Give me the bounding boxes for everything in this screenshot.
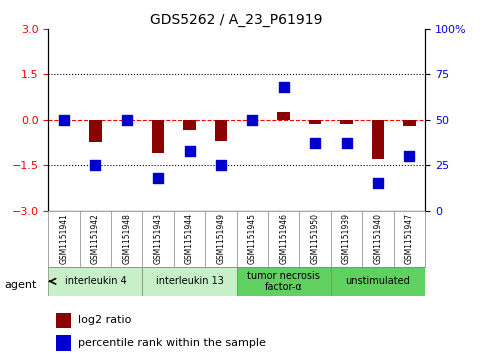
- Bar: [403, 120, 416, 126]
- Bar: [372, 120, 384, 159]
- Text: GSM1151943: GSM1151943: [154, 213, 163, 264]
- Bar: [56, 335, 71, 351]
- Text: percentile rank within the sample: percentile rank within the sample: [78, 338, 266, 348]
- Point: [312, 140, 319, 146]
- Text: agent: agent: [5, 280, 37, 290]
- Bar: [277, 112, 290, 120]
- Bar: [214, 120, 227, 141]
- Text: log2 ratio: log2 ratio: [78, 315, 132, 325]
- Point: [155, 175, 162, 181]
- Point: [343, 140, 351, 146]
- FancyBboxPatch shape: [237, 267, 331, 296]
- Text: GSM1151947: GSM1151947: [405, 213, 414, 264]
- Text: GSM1151941: GSM1151941: [59, 213, 69, 264]
- Text: GSM1151940: GSM1151940: [373, 213, 383, 264]
- Text: GSM1151939: GSM1151939: [342, 213, 351, 264]
- Point: [406, 153, 413, 159]
- Bar: [152, 120, 164, 153]
- Bar: [89, 120, 102, 143]
- Point: [60, 117, 68, 123]
- FancyBboxPatch shape: [331, 267, 425, 296]
- Point: [123, 117, 131, 123]
- Bar: [56, 313, 71, 328]
- Text: GSM1151948: GSM1151948: [122, 213, 131, 264]
- Text: tumor necrosis
factor-α: tumor necrosis factor-α: [247, 270, 320, 292]
- Bar: [184, 120, 196, 130]
- Point: [186, 148, 194, 154]
- Point: [249, 117, 256, 123]
- Text: interleukin 4: interleukin 4: [65, 276, 126, 286]
- Point: [374, 180, 382, 186]
- Text: GSM1151945: GSM1151945: [248, 213, 257, 264]
- Text: GSM1151950: GSM1151950: [311, 213, 320, 264]
- Bar: [341, 120, 353, 124]
- Text: GSM1151949: GSM1151949: [216, 213, 226, 264]
- Point: [217, 162, 225, 168]
- Text: interleukin 13: interleukin 13: [156, 276, 224, 286]
- Point: [92, 162, 99, 168]
- Bar: [309, 120, 322, 124]
- Text: GSM1151944: GSM1151944: [185, 213, 194, 264]
- Text: GSM1151946: GSM1151946: [279, 213, 288, 264]
- Point: [280, 84, 288, 90]
- Title: GDS5262 / A_23_P61919: GDS5262 / A_23_P61919: [150, 13, 323, 26]
- FancyBboxPatch shape: [48, 267, 142, 296]
- Text: GSM1151942: GSM1151942: [91, 213, 100, 264]
- FancyBboxPatch shape: [142, 267, 237, 296]
- Text: unstimulated: unstimulated: [345, 276, 411, 286]
